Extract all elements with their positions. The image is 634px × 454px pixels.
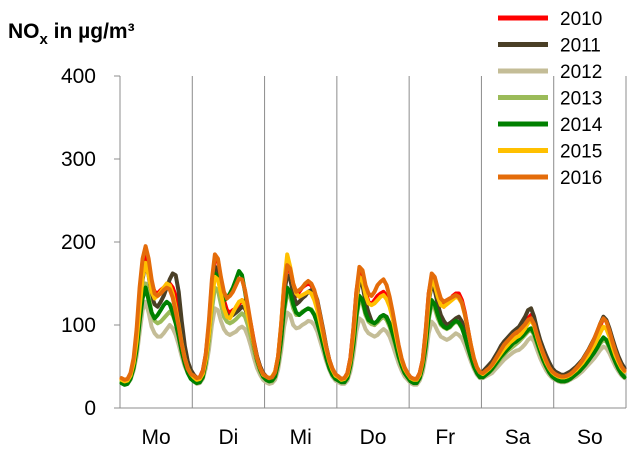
x-tick-label: Di [219,426,239,449]
legend-label-2012: 2012 [560,62,602,83]
y-axis-ticks: 0 100 200 300 400 [61,65,120,420]
legend-label-2013: 2013 [560,89,602,110]
x-tick-label: Do [360,426,387,449]
y-tick-label: 400 [61,65,96,88]
x-tick-label: Sa [505,426,531,449]
y-tick-label: 200 [61,231,96,254]
x-tick-label: So [577,426,603,449]
y-tick-label: 300 [61,148,96,171]
legend-label-2015: 2015 [560,142,602,163]
chart-title-unit: in µg/m³ [48,20,135,43]
axes [119,76,626,409]
day-separator-grid [191,76,627,408]
legend-label-2016: 2016 [560,168,602,189]
series-line-2016 [119,244,627,382]
x-tick-label: Fr [435,426,455,449]
x-axis-ticks: Mo Di Mi Do Fr Sa So [142,426,603,449]
chart-title-main: NO [8,20,40,43]
series-lines [119,244,627,387]
y-tick-label: 100 [61,314,96,337]
legend-label-2010: 2010 [560,9,602,30]
x-tick-label: Mo [142,426,171,449]
legend-label-2011: 2011 [560,36,601,57]
chart-title-subscript: x [40,31,49,48]
x-tick-label: Mi [290,426,312,449]
legend: 2010 2011 2012 2013 2014 2015 2016 [498,9,603,189]
y-tick-label: 0 [84,397,96,420]
chart-title: NOx in µg/m³ [8,20,135,48]
legend-label-2014: 2014 [560,115,603,136]
